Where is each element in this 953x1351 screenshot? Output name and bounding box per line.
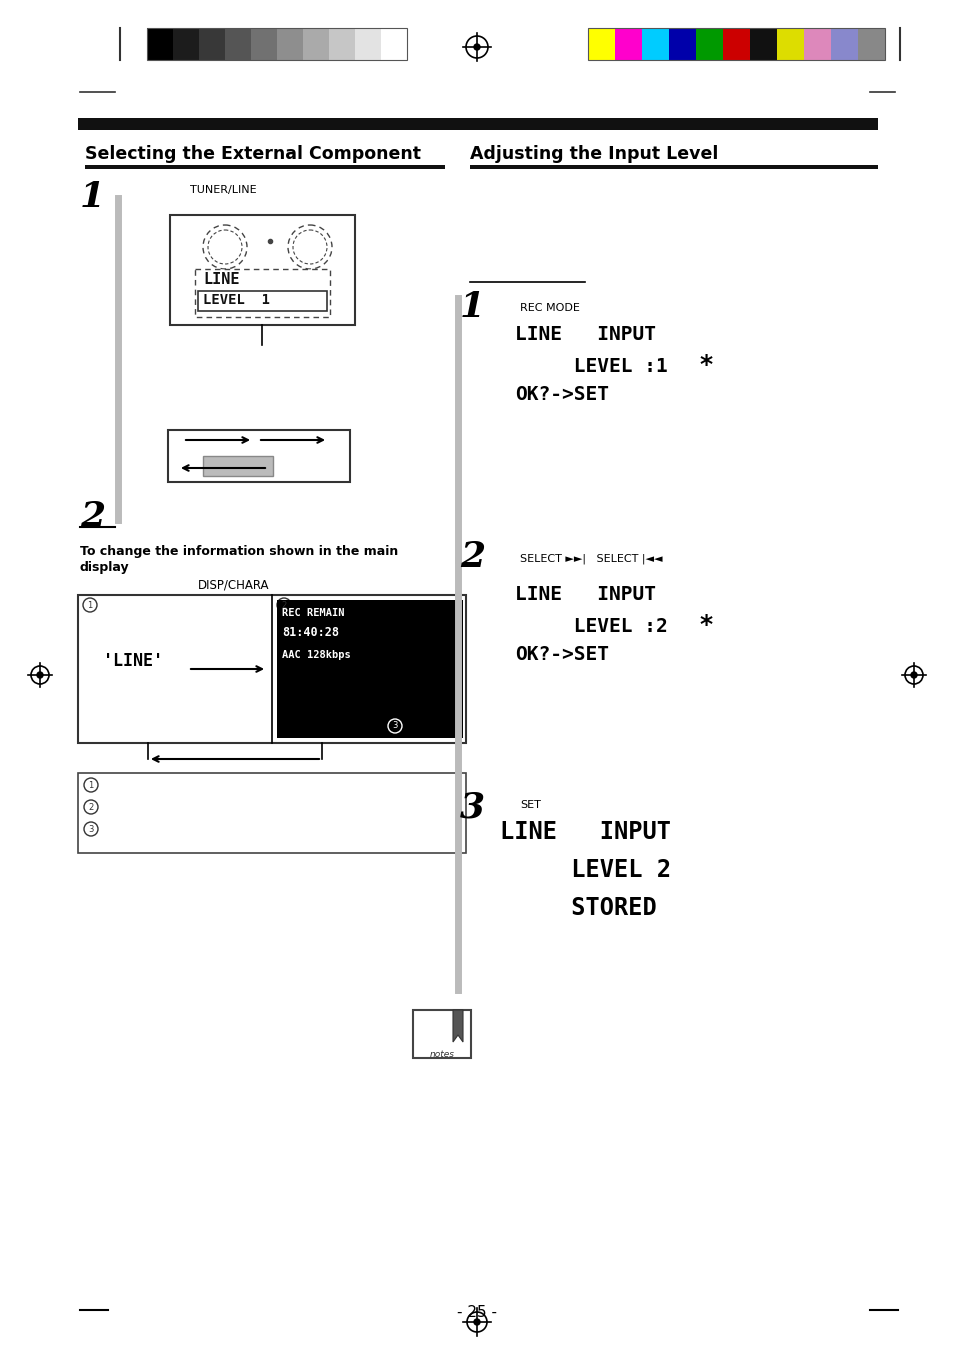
Bar [641, 28, 668, 59]
Text: LEVEL :1: LEVEL :1 [515, 357, 667, 376]
Bar [225, 28, 251, 59]
Bar [78, 118, 877, 130]
Text: 2: 2 [89, 802, 93, 812]
Circle shape [37, 671, 43, 678]
Text: Selecting the External Component: Selecting the External Component [85, 145, 420, 163]
Bar [194, 269, 330, 317]
Bar [276, 28, 303, 59]
Bar [776, 28, 803, 59]
Bar [276, 600, 462, 738]
Bar [329, 28, 355, 59]
Text: Adjusting the Input Level: Adjusting the Input Level [470, 145, 718, 163]
Bar [857, 28, 884, 59]
Text: 2: 2 [281, 600, 286, 609]
Bar [78, 594, 465, 743]
Bar [78, 773, 465, 852]
Text: LINE   INPUT: LINE INPUT [499, 820, 670, 844]
Bar [470, 165, 877, 169]
Circle shape [474, 45, 479, 50]
Bar [147, 28, 172, 59]
Bar [85, 165, 444, 169]
Text: LEVEL :2: LEVEL :2 [515, 617, 667, 636]
Bar [830, 28, 857, 59]
Text: 3: 3 [89, 824, 93, 834]
Bar [203, 457, 273, 476]
Bar [615, 28, 641, 59]
Text: *: * [700, 353, 713, 377]
Text: AAC 128kbps: AAC 128kbps [282, 650, 351, 661]
Bar [303, 28, 329, 59]
Bar [199, 28, 225, 59]
Bar [380, 28, 407, 59]
Text: - 25 -: - 25 - [456, 1305, 497, 1320]
Text: 2: 2 [80, 500, 105, 534]
Circle shape [910, 671, 916, 678]
Text: *: * [700, 613, 713, 638]
Text: 3: 3 [459, 790, 485, 824]
Circle shape [474, 1319, 479, 1325]
Bar [198, 290, 327, 311]
Text: 2: 2 [459, 540, 485, 574]
Bar [696, 28, 722, 59]
Bar [168, 430, 350, 482]
Text: 1: 1 [80, 180, 105, 213]
Text: LEVEL 2: LEVEL 2 [499, 858, 670, 882]
Text: STORED: STORED [499, 896, 656, 920]
Text: SET: SET [519, 800, 540, 811]
Bar [803, 28, 830, 59]
Text: DISP/CHARA: DISP/CHARA [198, 578, 269, 590]
Text: OK?->SET: OK?->SET [515, 644, 608, 663]
Bar [170, 215, 355, 326]
Text: LINE   INPUT: LINE INPUT [515, 585, 656, 604]
Text: 3: 3 [392, 721, 397, 731]
Text: 1: 1 [89, 781, 93, 789]
Bar [413, 1011, 471, 1058]
Text: 1: 1 [459, 290, 485, 324]
Polygon shape [453, 1011, 462, 1042]
Text: LINE: LINE [203, 272, 239, 286]
Bar [749, 28, 776, 59]
Bar [251, 28, 276, 59]
Text: OK?->SET: OK?->SET [515, 385, 608, 404]
Text: REC REMAIN: REC REMAIN [282, 608, 344, 617]
Text: LEVEL  1: LEVEL 1 [203, 293, 270, 307]
Text: 1: 1 [88, 600, 92, 609]
Bar [172, 28, 199, 59]
Text: 'LINE': 'LINE' [103, 653, 163, 670]
Text: display: display [80, 561, 130, 574]
Text: LINE   INPUT: LINE INPUT [515, 326, 656, 345]
Bar [147, 28, 407, 59]
Bar [668, 28, 696, 59]
Bar [587, 28, 615, 59]
Text: 81:40:28: 81:40:28 [282, 626, 338, 639]
Bar [355, 28, 380, 59]
Text: To change the information shown in the main: To change the information shown in the m… [80, 544, 397, 558]
Text: SELECT ►►|   SELECT |◄◄: SELECT ►►| SELECT |◄◄ [519, 553, 661, 563]
Text: notes: notes [429, 1050, 454, 1059]
Bar [587, 28, 884, 59]
Text: TUNER/LINE: TUNER/LINE [190, 185, 256, 195]
Text: REC MODE: REC MODE [519, 303, 579, 313]
Bar [722, 28, 749, 59]
